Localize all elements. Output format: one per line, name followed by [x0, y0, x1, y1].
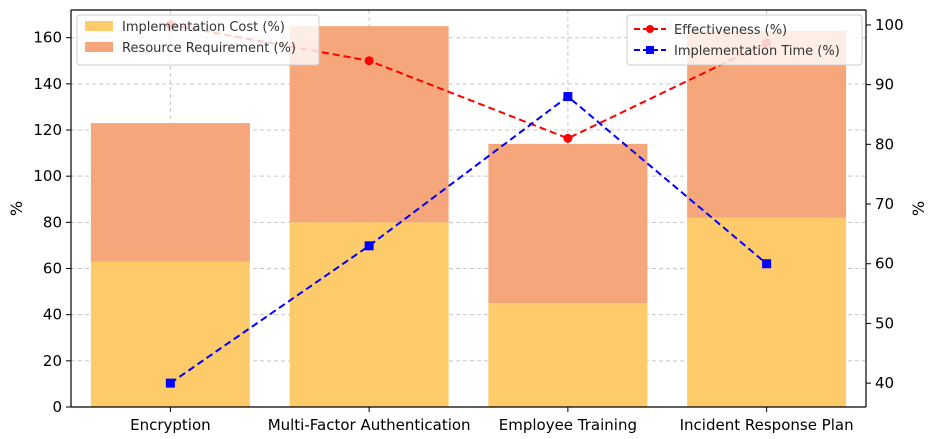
y-tick-label-left: 100: [33, 167, 62, 185]
point-implementation-time-1: [364, 241, 374, 251]
y-tick-label-right: 50: [875, 314, 894, 332]
legends: Implementation Cost (%) Resource Requirem…: [76, 14, 863, 66]
point-effectiveness-2: [563, 133, 573, 143]
legend-box: [76, 14, 320, 66]
y-tick-label-right: 90: [875, 76, 894, 94]
y-tick-label-right: 40: [875, 374, 894, 392]
legend-lines: Effectiveness (%) Implementation Time (%): [626, 14, 863, 66]
x-tick-label: Encryption: [130, 416, 211, 434]
point-effectiveness-1: [364, 56, 374, 66]
point-implementation-time-0: [165, 378, 175, 388]
y-tick-label-left: 140: [33, 75, 62, 93]
bar-series: [90, 26, 847, 407]
x-tick-label: Employee Training: [499, 416, 637, 434]
bar-resource-requirement-0: [90, 123, 250, 262]
y-tick-label-left: 20: [43, 352, 62, 370]
legend-marker: [646, 46, 654, 54]
y-tick-label-left: 0: [52, 398, 62, 416]
y-axis-label-right: %: [909, 201, 928, 216]
line-implementation-time: [169, 95, 768, 384]
y-tick-label-left: 80: [43, 213, 62, 231]
legend-swatch: [85, 21, 113, 31]
bar-resource-requirement-2: [488, 143, 648, 304]
legend-label: Effectiveness (%): [674, 23, 787, 38]
y-tick-label-right: 70: [875, 195, 894, 213]
y-tick-label-left: 120: [33, 121, 62, 139]
legend-marker: [646, 25, 654, 33]
point-implementation-time-2: [563, 92, 573, 102]
bar-implementation-cost-3: [687, 217, 847, 407]
bar-implementation-cost-2: [488, 303, 648, 407]
line-series: [165, 20, 772, 388]
y-tick-label-right: 100: [875, 16, 904, 34]
x-tick-label: Incident Response Plan: [680, 416, 854, 434]
legend-label: Resource Requirement (%): [122, 41, 296, 56]
legend-swatch: [85, 42, 113, 52]
y-tick-label-right: 60: [875, 255, 894, 273]
y-axis-label-left: %: [7, 201, 26, 216]
legend-bars: Implementation Cost (%) Resource Requirem…: [76, 14, 320, 66]
y-tick-label-left: 40: [43, 306, 62, 324]
bar-implementation-cost-1: [289, 222, 449, 407]
y-tick-label-right: 80: [875, 135, 894, 153]
legend-label: Implementation Cost (%): [122, 20, 285, 35]
legend-label: Implementation Time (%): [674, 44, 840, 59]
x-tick-label: Multi-Factor Authentication: [268, 416, 471, 434]
y-tick-label-left: 160: [33, 29, 62, 47]
axes: 0 20 40 60 80 100 120 140 160 40 50 60 70 80 90 100 Encr…: [7, 9, 928, 434]
legend-box: [626, 14, 863, 66]
point-implementation-time-3: [762, 259, 772, 269]
y-tick-label-left: 60: [43, 260, 62, 278]
